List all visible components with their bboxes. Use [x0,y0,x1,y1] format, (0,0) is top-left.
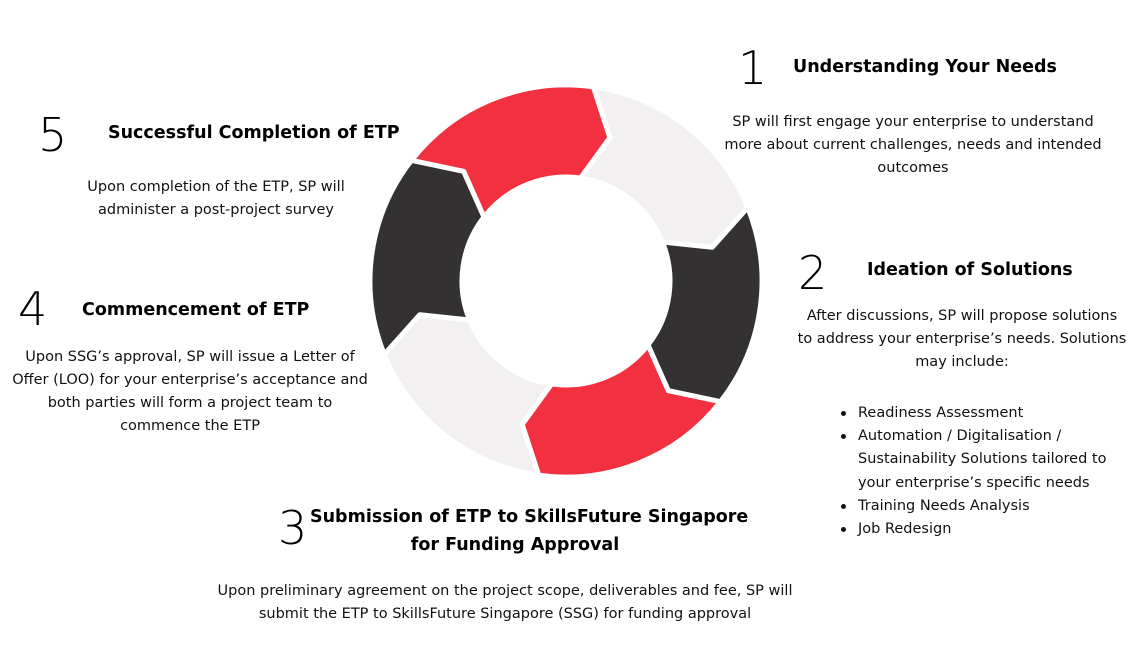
arrow-segment-red [409,82,613,220]
title-line: for Funding Approval [410,535,620,555]
step-1-title: Understanding Your Needs [793,57,1057,77]
text-line: may include: [915,354,1009,370]
text-line: Upon preliminary agreement on the projec… [217,583,793,599]
step-5-number: 5 [38,108,68,162]
step-4-description: Upon SSG’s approval, SP will issue a Let… [10,346,370,438]
text-line: outcomes [877,160,949,176]
step-3-title: Submission of ETP to SkillsFuture Singap… [310,503,749,559]
text-line: to address your enterprise’s needs. Solu… [797,331,1127,347]
text-line: After discussions, SP will propose solut… [806,308,1118,324]
text-line: Upon SSG’s approval, SP will issue a Let… [25,349,355,365]
step-2-description: After discussions, SP will propose solut… [772,305,1143,374]
text-line: submit the ETP to SkillsFuture Singapore… [258,606,752,622]
step-2-number: 2 [798,246,828,300]
list-item: Readiness Assessment [840,402,1106,425]
step-4-title: Commencement of ETP [82,300,310,320]
text-line: SP will first engage your enterprise to … [732,114,1094,130]
list-item: Training Needs Analysis [840,495,1106,518]
step-5-description: Upon completion of the ETP, SP will admi… [56,176,376,222]
step-2-title: Ideation of Solutions [867,260,1073,280]
list-item: Sustainability Solutions tailored to [858,451,1107,468]
list-item: your enterprise’s specific needs [858,474,1090,491]
step-2-solutions-list: Readiness Assessment Automation / Digita… [840,402,1106,541]
title-line: Submission of ETP to SkillsFuture Singap… [310,507,749,527]
step-3-description: Upon preliminary agreement on the projec… [205,580,805,626]
text-line: more about current challenges, needs and… [724,137,1102,153]
text-line: administer a post-project survey [98,202,334,218]
text-line: commence the ETP [120,418,260,434]
step-3-number: 3 [278,501,308,555]
list-item: Automation / Digitalisation / [840,425,1106,448]
text-line: Offer (LOO) for your enterprise’s accept… [12,372,368,388]
step-1-description: SP will first engage your enterprise to … [713,111,1113,180]
step-4-number: 4 [18,282,48,336]
list-item: Job Redesign [840,518,1106,541]
step-1-number: 1 [738,41,768,95]
text-line: both parties will form a project team to [47,395,333,411]
arrow-segment-light [381,312,554,478]
text-line: Upon completion of the ETP, SP will [87,179,345,195]
step-5-title: Successful Completion of ETP [108,123,400,143]
